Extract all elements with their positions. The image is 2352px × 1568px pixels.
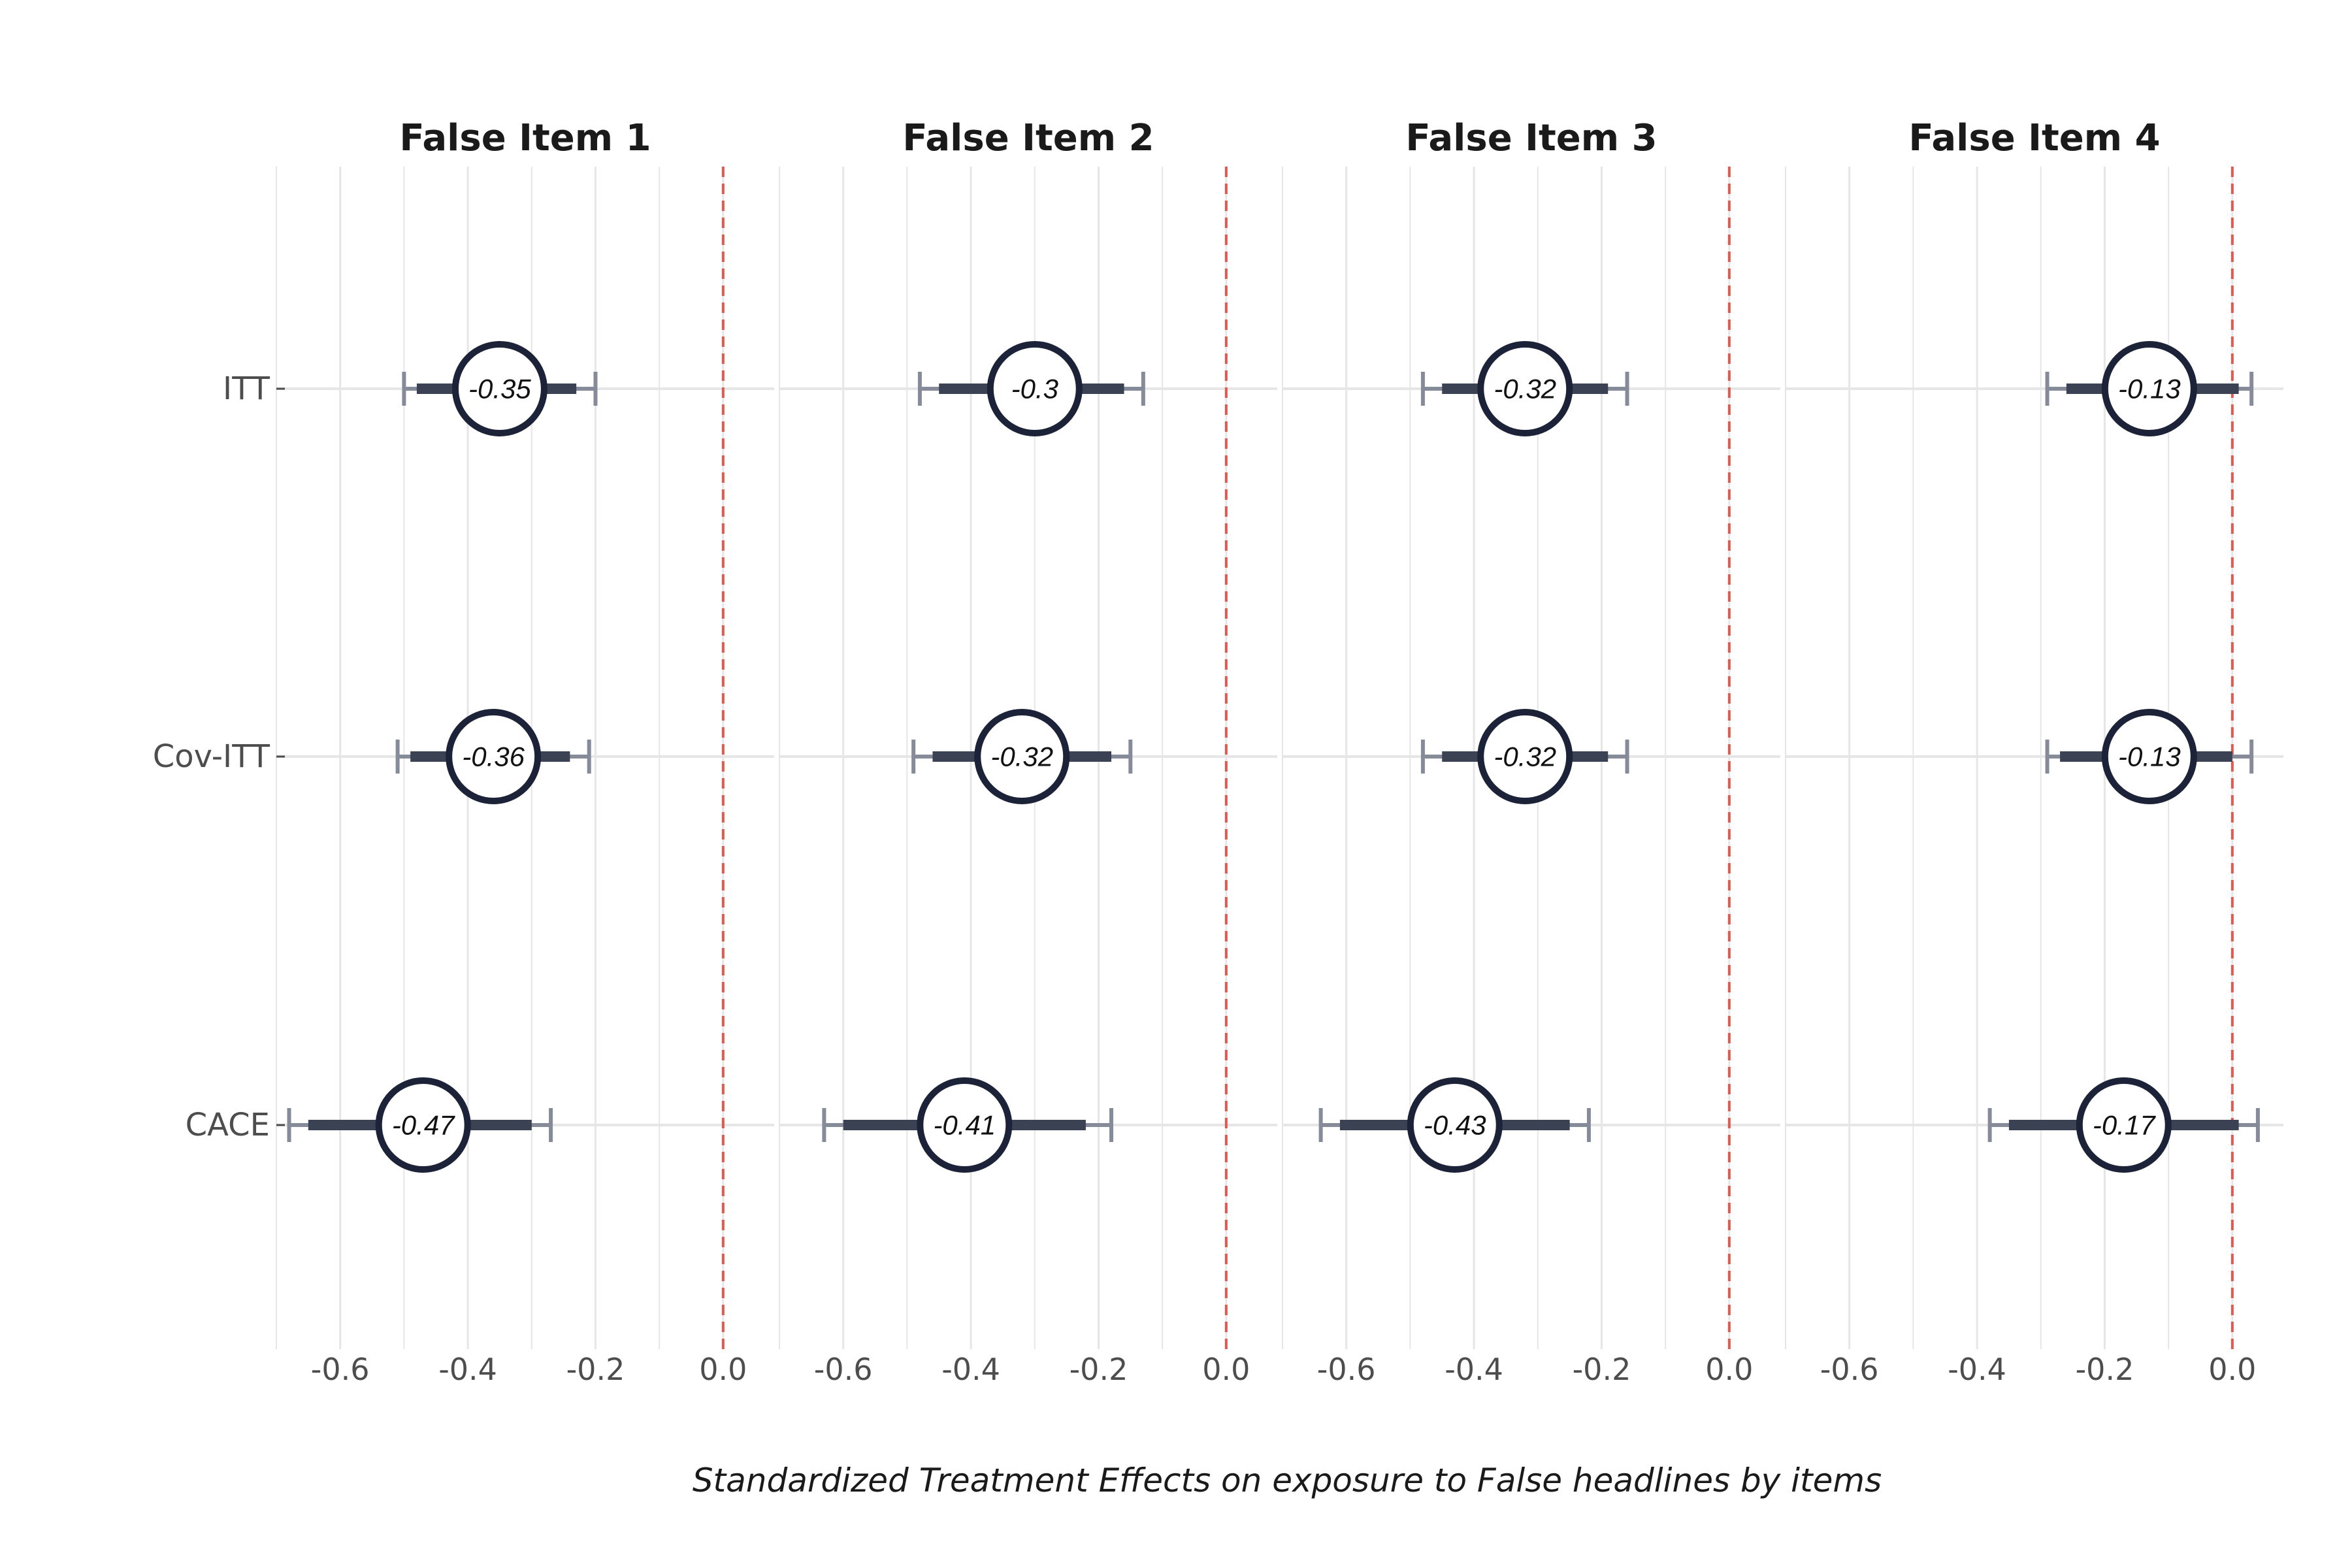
x-tick-label: -0.4 (1445, 1352, 1503, 1387)
point-value-label: -0.17 (2093, 1110, 2156, 1141)
x-tick-label: -0.4 (1948, 1352, 2006, 1387)
panel-title: False Item 2 (902, 117, 1154, 159)
point-estimate (2101, 709, 2197, 804)
panel: False Item 1 -0.6 -0.4 -0.2 0.0 -0.35 -0.36 -0.… (276, 117, 774, 1387)
x-tick-label: -0.6 (311, 1352, 370, 1387)
point-value-label: -0.13 (2118, 374, 2181, 404)
panel-title: False Item 4 (1908, 117, 2160, 159)
estimate-cov-itt: -0.36 (395, 709, 591, 804)
panels: False Item 1 -0.6 -0.4 -0.2 0.0 -0.35 -0.36 -0.… (276, 117, 2283, 1387)
estimate-cov-itt: -0.13 (2045, 709, 2254, 804)
x-tick-label: -0.2 (1070, 1352, 1128, 1387)
x-tick-label: -0.4 (438, 1352, 497, 1387)
point-value-label: -0.32 (1494, 374, 1556, 404)
estimate-cace: -0.43 (1318, 1077, 1591, 1173)
point-estimate (974, 709, 1070, 804)
row-axis: ITT Cov-ITT CACE (153, 370, 285, 1143)
point-value-label: -0.41 (933, 1110, 996, 1141)
point-value-label: -0.32 (990, 742, 1053, 772)
x-tick-label: 0.0 (1202, 1352, 1250, 1387)
estimate-itt: -0.13 (2045, 341, 2254, 436)
x-tick-label: 0.0 (2208, 1352, 2256, 1387)
estimate-itt: -0.35 (402, 341, 598, 436)
panel-title: False Item 3 (1405, 117, 1657, 159)
row-label: CACE (186, 1107, 270, 1143)
x-tick-label: -0.6 (814, 1352, 873, 1387)
point-estimate (1477, 709, 1573, 804)
point-estimate (2101, 341, 2197, 436)
point-estimate (375, 1077, 471, 1173)
point-estimate (2076, 1077, 2172, 1173)
estimate-cov-itt: -0.32 (911, 709, 1133, 804)
point-value-label: -0.36 (462, 742, 525, 772)
row-label: Cov-ITT (153, 738, 270, 775)
x-tick-label: -0.2 (566, 1352, 625, 1387)
estimate-cace: -0.47 (287, 1077, 553, 1173)
estimate-cov-itt: -0.32 (1420, 709, 1629, 804)
point-value-label: -0.43 (1424, 1110, 1486, 1141)
panel: False Item 3 -0.6 -0.4 -0.2 0.0 -0.32 -0.32 -0.… (1282, 117, 1780, 1387)
x-tick-label: 0.0 (699, 1352, 747, 1387)
point-estimate (987, 341, 1083, 436)
point-estimate (1407, 1077, 1503, 1173)
x-tick-label: -0.6 (1317, 1352, 1376, 1387)
estimate-cace: -0.17 (1987, 1077, 2260, 1173)
point-value-label: -0.13 (2118, 742, 2181, 772)
panel: False Item 4 -0.6 -0.4 -0.2 0.0 -0.13 -0.13 -0.… (1785, 117, 2283, 1387)
point-value-label: -0.32 (1494, 742, 1556, 772)
point-estimate (446, 709, 542, 804)
row-label: ITT (223, 370, 270, 407)
x-tick-label: -0.2 (2076, 1352, 2134, 1387)
point-estimate (1477, 341, 1573, 436)
x-tick-label: 0.0 (1705, 1352, 1753, 1387)
x-tick-label: -0.2 (1573, 1352, 1631, 1387)
panel: False Item 2 -0.6 -0.4 -0.2 0.0 -0.3 -0.32 -0.4… (779, 117, 1277, 1387)
x-tick-label: -0.6 (1820, 1352, 1879, 1387)
panel-title: False Item 1 (399, 117, 651, 159)
x-axis-title: Standardized Treatment Effects on exposu… (693, 1462, 1882, 1499)
estimate-cace: -0.41 (822, 1077, 1113, 1173)
point-value-label: -0.3 (1011, 374, 1058, 404)
point-estimate (451, 341, 547, 436)
estimate-itt: -0.32 (1420, 341, 1629, 436)
x-tick-label: -0.4 (941, 1352, 1000, 1387)
point-value-label: -0.47 (392, 1110, 455, 1141)
estimate-itt: -0.3 (917, 341, 1145, 436)
point-value-label: -0.35 (468, 374, 531, 404)
point-estimate (917, 1077, 1013, 1173)
